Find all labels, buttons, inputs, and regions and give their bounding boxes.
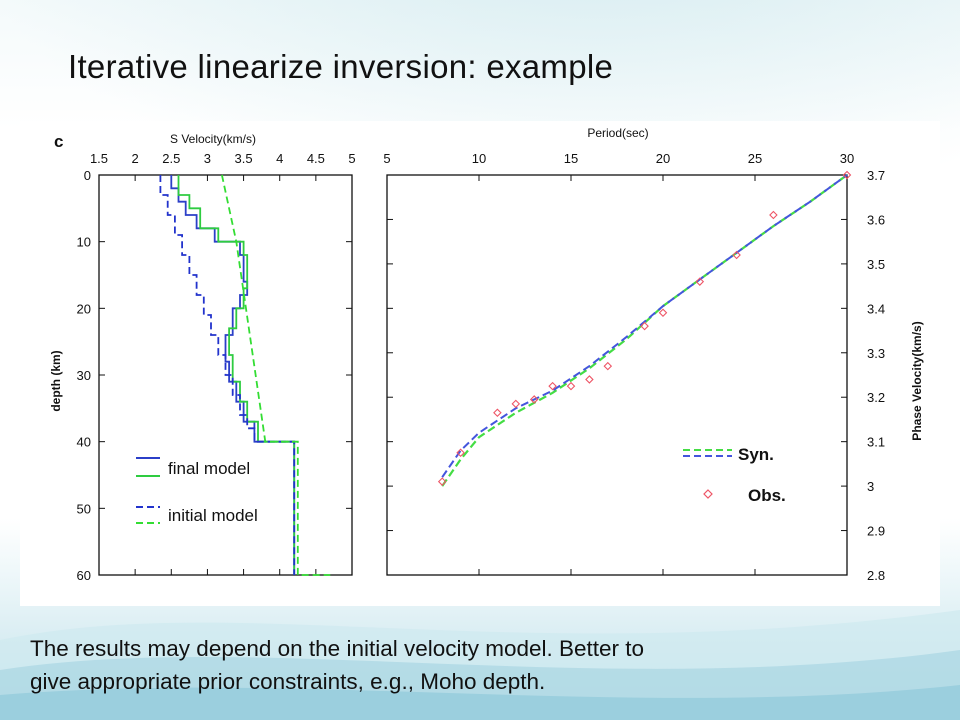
right-y-tick-label: 3 [867,479,874,494]
obs-point [437,477,447,486]
obs-point [511,399,521,409]
obs-point [769,210,778,220]
left-y-tick-label: 50 [77,501,91,516]
left-y-axis-label: depth (km) [49,350,63,411]
left-y-tick-label: 60 [77,568,91,583]
right-tick-group: 5 10 15 20 25 30 2.8 2.9 3 3.1 3.2 3.3 3.4 3.5 3.6 3.7 [383,151,885,583]
left-series-group [159,174,331,576]
series-syn-blue [441,174,848,478]
dispersion-plot: Period(sec) Phase Velocity(km/s) 5 10 15 20… [383,126,924,583]
left-y-tick-label: 0 [84,168,91,183]
obs-point [695,277,705,286]
left-x-tick-label: 3.5 [235,151,253,166]
right-y-tick-label: 3.1 [867,435,885,450]
legend-obs-label: Obs. [748,486,786,505]
panel-label: c [54,132,63,151]
caption-line-1: The results may depend on the initial ve… [30,636,645,661]
obs-point [566,381,576,391]
series-initial-blue [159,175,296,575]
right-x-axis-label: Period(sec) [587,126,648,140]
right-x-tick-label: 20 [656,151,670,166]
right-x-tick-label: 15 [564,151,578,166]
left-legend: final model initial model [136,457,258,525]
right-y-tick-label: 2.8 [867,568,885,583]
series-initial-green [221,174,331,576]
background-waves [0,610,960,720]
left-x-tick-label: 2.5 [162,151,180,166]
right-y-axis-label: Phase Velocity(km/s) [910,321,924,440]
right-x-tick-label: 5 [383,151,390,166]
obs-point [732,250,741,260]
left-x-tick-label: 2 [132,151,139,166]
legend-final-label: final model [168,459,250,478]
right-y-tick-label: 3.2 [867,390,885,405]
inversion-figure: c S Velocity(km/s) depth (km) 1.5 2 2.5 3 3.… [49,126,924,583]
left-x-tick-label: 1.5 [90,151,108,166]
caption-line-2: give appropriate prior constraints, e.g.… [30,669,546,694]
right-y-tick-label: 2.9 [867,524,885,539]
left-x-tick-label: 4.5 [307,151,325,166]
slide-title: Iterative linearize inversion: example [68,48,614,85]
left-x-tick-label: 4 [276,151,283,166]
left-y-tick-label: 20 [77,301,91,316]
legend-syn-label: Syn. [738,445,774,464]
obs-point [548,381,557,391]
series-syn-green [441,174,848,487]
left-y-tick-label: 40 [77,435,91,450]
right-series-group [437,170,852,487]
right-legend: Syn. Obs. [683,445,786,505]
left-x-tick-label: 3 [204,151,211,166]
series-final-green [177,175,296,575]
right-x-tick-label: 25 [748,151,762,166]
right-y-tick-label: 3.5 [867,257,885,272]
obs-point [658,308,668,318]
left-y-tick-label: 30 [77,368,91,383]
obs-point [493,408,502,418]
right-x-tick-label: 10 [472,151,486,166]
legend-initial-label: initial model [168,506,258,525]
left-y-tick-label: 10 [77,235,91,250]
right-y-tick-label: 3.3 [867,346,885,361]
slide-caption: The results may depend on the initial ve… [30,632,920,698]
obs-point [585,375,594,384]
right-x-tick-label: 30 [840,151,854,166]
obs-point [529,395,539,404]
obs-point [456,448,465,458]
legend-obs-marker [703,489,713,499]
right-y-tick-label: 3.6 [867,212,885,227]
left-x-axis-label: S Velocity(km/s) [170,132,256,146]
velocity-depth-plot: c S Velocity(km/s) depth (km) 1.5 2 2.5 3 3.… [49,132,356,583]
obs-point [842,170,852,180]
left-x-tick-label: 5 [348,151,355,166]
obs-point [640,321,649,331]
right-plot-frame [386,174,848,576]
figure-panel: c S Velocity(km/s) depth (km) 1.5 2 2.5 3 3.… [20,121,940,606]
obs-point [603,361,613,371]
right-y-tick-label: 3.7 [867,168,885,183]
right-y-tick-label: 3.4 [867,301,885,316]
